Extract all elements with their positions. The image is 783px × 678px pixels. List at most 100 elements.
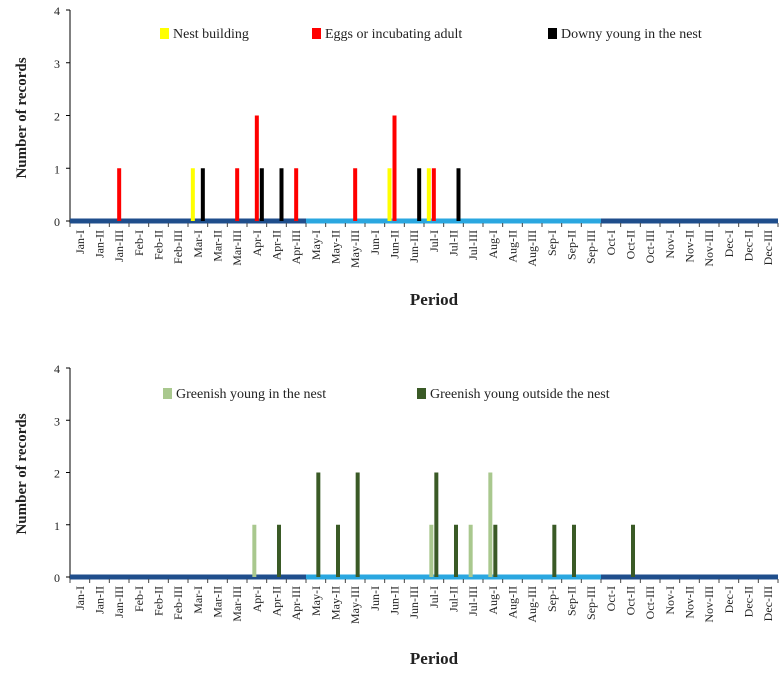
bar-eggs-or-incubating-adult bbox=[254, 115, 259, 221]
x-tick-label: Nov-I bbox=[663, 230, 677, 259]
x-tick-label: Apr-III bbox=[289, 586, 303, 620]
x-axis-label: Period bbox=[410, 649, 459, 668]
x-tick-label: Mar-III bbox=[230, 586, 244, 622]
x-tick-label: Nov-III bbox=[702, 586, 716, 623]
y-tick-label: 2 bbox=[54, 467, 60, 481]
x-tick-label: Jan-III bbox=[112, 586, 126, 618]
legend-swatch bbox=[163, 388, 172, 399]
x-tick-label: Jul-I bbox=[427, 230, 441, 252]
x-tick-label: May-I bbox=[309, 230, 323, 260]
x-tick-label: May-III bbox=[348, 586, 362, 624]
x-axis-label: Period bbox=[410, 290, 459, 309]
bar-greenish-young-outside-the-nest bbox=[316, 472, 321, 577]
x-tick-label: Dec-III bbox=[761, 586, 775, 621]
x-tick-label: Jul-II bbox=[447, 586, 461, 612]
y-axis-label: Number of records bbox=[14, 57, 30, 178]
x-tick-label: Jul-I bbox=[427, 586, 441, 608]
bar-greenish-young-outside-the-nest bbox=[552, 524, 557, 577]
x-tick-label: Sep-III bbox=[584, 230, 598, 264]
x-tick-label: Mar-I bbox=[191, 586, 205, 614]
x-tick-label: Oct-II bbox=[624, 586, 638, 615]
y-axis-label: Number of records bbox=[14, 413, 30, 534]
x-tick-label: Oct-III bbox=[643, 230, 657, 263]
x-tick-label: Mar-II bbox=[211, 586, 225, 618]
x-tick-label: Jul-III bbox=[466, 230, 480, 260]
legend-label: Greenish young in the nest bbox=[176, 387, 326, 402]
bar-eggs-or-incubating-adult bbox=[117, 168, 122, 221]
bar-greenish-young-outside-the-nest bbox=[355, 472, 360, 577]
bar-greenish-young-outside-the-nest bbox=[631, 524, 635, 577]
bar-greenish-young-outside-the-nest bbox=[454, 524, 458, 577]
x-tick-label: Feb-II bbox=[152, 586, 166, 616]
y-tick-label: 1 bbox=[54, 162, 60, 176]
x-tick-label: Sep-II bbox=[565, 586, 579, 616]
bar-greenish-young-outside-the-nest bbox=[277, 524, 281, 577]
x-tick-label: Jun-I bbox=[368, 230, 382, 255]
x-tick-label: Sep-I bbox=[545, 230, 559, 256]
legend-label: Eggs or incubating adult bbox=[325, 27, 462, 42]
bar-eggs-or-incubating-adult bbox=[294, 168, 299, 221]
x-tick-label: Jun-I bbox=[368, 586, 382, 611]
x-tick-label: Sep-II bbox=[565, 230, 579, 260]
season-band bbox=[601, 218, 778, 224]
y-tick-label: 0 bbox=[54, 571, 60, 585]
x-tick-label: Feb-III bbox=[171, 586, 185, 620]
bar-downy-young-in-the-nest bbox=[259, 168, 264, 221]
bar-downy-young-in-the-nest bbox=[200, 168, 205, 221]
bar-greenish-young-in-the-nest bbox=[488, 472, 493, 577]
bar-greenish-young-in-the-nest bbox=[429, 524, 434, 577]
x-tick-label: Nov-II bbox=[683, 586, 697, 619]
x-tick-label: Mar-I bbox=[191, 230, 205, 258]
legend-label: Downy young in the nest bbox=[561, 27, 702, 42]
bar-eggs-or-incubating-adult bbox=[431, 168, 436, 221]
x-tick-label: Oct-I bbox=[604, 230, 618, 255]
x-tick-label: Aug-III bbox=[525, 586, 539, 623]
legend-swatch bbox=[160, 28, 169, 39]
x-tick-label: Jan-II bbox=[93, 586, 107, 614]
x-tick-label: Apr-III bbox=[289, 230, 303, 264]
x-tick-label: Feb-III bbox=[171, 230, 185, 264]
bar-nest-building bbox=[190, 168, 195, 221]
chart-panel-2: 0 1 2 3 4 Number of records Jan-I Jan-II Jan-III… bbox=[14, 362, 779, 668]
x-tick-label: Aug-I bbox=[486, 230, 500, 259]
x-tick-label: Feb-I bbox=[132, 586, 146, 612]
x-tick-label: Dec-III bbox=[761, 230, 775, 265]
season-band bbox=[306, 574, 601, 580]
x-tick-label: Jan-III bbox=[112, 230, 126, 262]
bar-nest-building bbox=[426, 168, 431, 221]
bar-greenish-young-outside-the-nest bbox=[336, 524, 340, 577]
x-tick-label: Apr-II bbox=[270, 586, 284, 616]
bar-eggs-or-incubating-adult bbox=[392, 115, 397, 221]
x-tick-label: Jul-III bbox=[466, 586, 480, 616]
x-tick-label: Apr-II bbox=[270, 230, 284, 260]
x-tick-label: Aug-II bbox=[506, 230, 520, 263]
x-tick-label: Aug-II bbox=[506, 586, 520, 619]
bar-eggs-or-incubating-adult bbox=[353, 168, 358, 221]
x-tick-label: May-II bbox=[329, 586, 343, 620]
x-tick-label: Oct-II bbox=[624, 230, 638, 259]
x-tick-label: Nov-II bbox=[683, 230, 697, 263]
y-tick-label: 2 bbox=[54, 110, 60, 124]
bar-greenish-young-in-the-nest bbox=[468, 524, 473, 577]
x-tick-label: May-I bbox=[309, 586, 323, 616]
x-tick-label: Apr-I bbox=[250, 586, 264, 612]
x-tick-label: Dec-II bbox=[742, 230, 756, 261]
x-tick-label: Jun-III bbox=[407, 586, 421, 619]
x-tick-label: Jul-II bbox=[447, 230, 461, 256]
season-band bbox=[70, 574, 306, 580]
bar-greenish-young-outside-the-nest bbox=[572, 524, 576, 577]
legend-label: Greenish young outside the nest bbox=[430, 387, 610, 402]
season-band bbox=[306, 218, 601, 224]
y-tick-label: 4 bbox=[54, 4, 60, 18]
bar-greenish-young-outside-the-nest bbox=[434, 472, 439, 577]
x-tick-label: Jun-II bbox=[388, 230, 402, 259]
legend-swatch bbox=[417, 388, 426, 399]
x-tick-label: Sep-III bbox=[584, 586, 598, 620]
bar-nest-building bbox=[387, 168, 392, 221]
x-tick-label: Apr-I bbox=[250, 230, 264, 256]
legend-swatch bbox=[548, 28, 557, 39]
x-tick-label: Dec-II bbox=[742, 586, 756, 617]
season-band bbox=[601, 574, 778, 580]
bar-greenish-young-in-the-nest bbox=[252, 524, 257, 577]
